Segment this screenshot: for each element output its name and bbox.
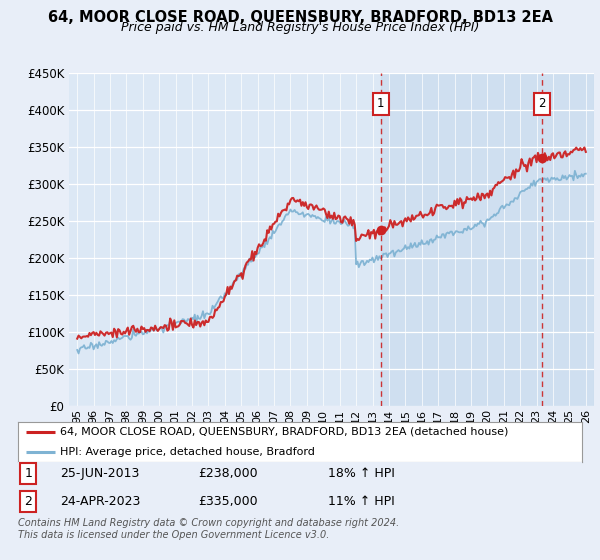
Text: 25-JUN-2013: 25-JUN-2013: [60, 466, 140, 479]
Text: 11% ↑ HPI: 11% ↑ HPI: [328, 495, 395, 508]
Text: £335,000: £335,000: [199, 495, 258, 508]
Text: Contains HM Land Registry data © Crown copyright and database right 2024.
This d: Contains HM Land Registry data © Crown c…: [18, 518, 399, 540]
Text: 2: 2: [538, 97, 546, 110]
Text: 64, MOOR CLOSE ROAD, QUEENSBURY, BRADFORD, BD13 2EA (detached house): 64, MOOR CLOSE ROAD, QUEENSBURY, BRADFOR…: [60, 427, 509, 437]
Text: £238,000: £238,000: [199, 466, 258, 479]
Text: 18% ↑ HPI: 18% ↑ HPI: [328, 466, 395, 479]
Text: 1: 1: [377, 97, 385, 110]
Text: 24-APR-2023: 24-APR-2023: [60, 495, 140, 508]
Text: 64, MOOR CLOSE ROAD, QUEENSBURY, BRADFORD, BD13 2EA: 64, MOOR CLOSE ROAD, QUEENSBURY, BRADFOR…: [47, 10, 553, 25]
Text: 2: 2: [24, 495, 32, 508]
Text: HPI: Average price, detached house, Bradford: HPI: Average price, detached house, Brad…: [60, 447, 315, 457]
Bar: [381, 73, 594, 406]
Text: 1: 1: [24, 466, 32, 479]
Text: Price paid vs. HM Land Registry's House Price Index (HPI): Price paid vs. HM Land Registry's House …: [121, 21, 479, 34]
